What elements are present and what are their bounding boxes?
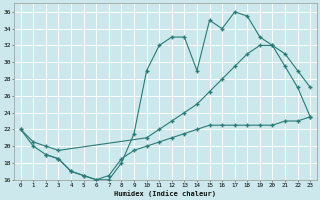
X-axis label: Humidex (Indice chaleur): Humidex (Indice chaleur) [115, 190, 217, 197]
